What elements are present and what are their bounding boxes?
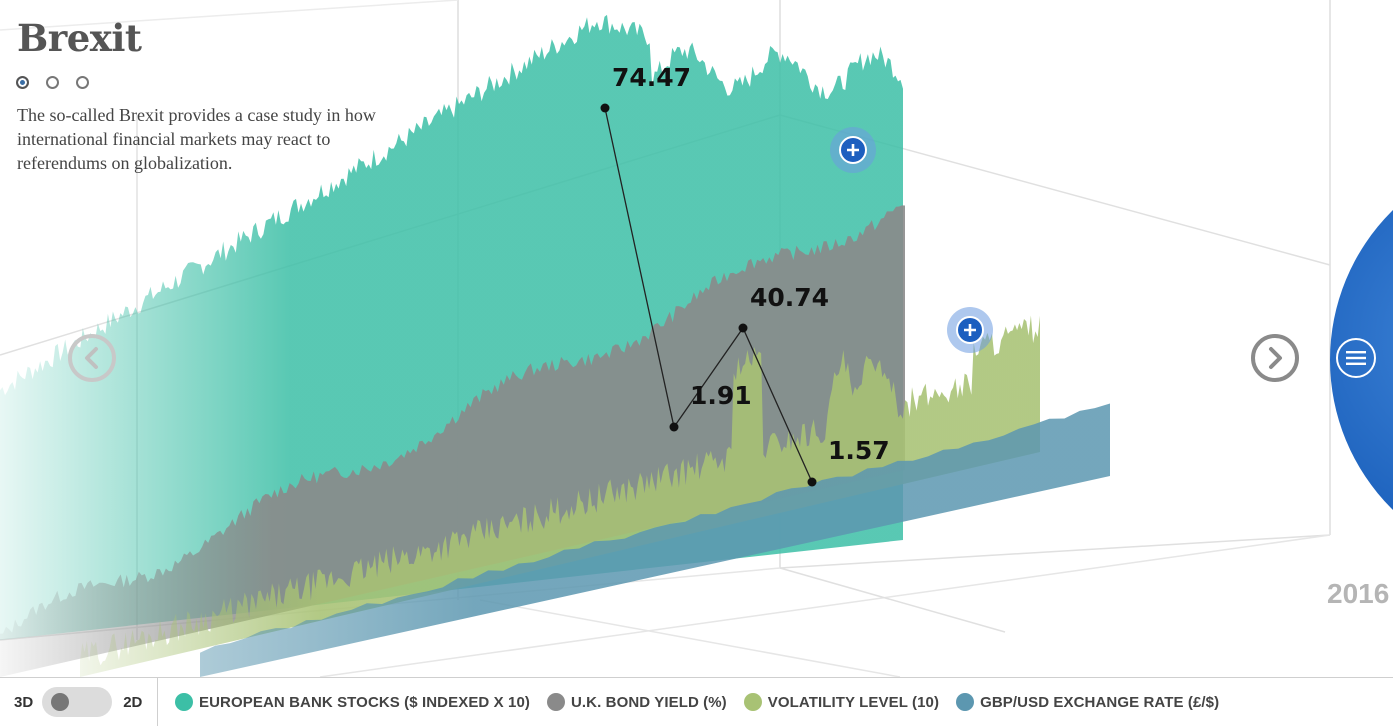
callout-layer: 74.47 1.91 40.74 1.57 [600,63,993,487]
legend-label: U.K. BOND YIELD (%) [570,693,727,711]
chart-3d-view: 74.47 1.91 40.74 1.57 [0,0,1331,677]
plus-icon [847,144,859,156]
menu-icon[interactable] [1336,338,1376,378]
legend-label: VOLATILITY LEVEL (10) [767,693,940,711]
year-label: 2016 [1327,578,1390,609]
series-volatility-area [80,315,1040,677]
toggle-label-2d: 2D [123,693,143,711]
legend-bar: 3D 2D EUROPEAN BANK STOCKS ($ INDEXED X … [0,677,1393,726]
toggle-knob [51,693,70,711]
prev-button[interactable] [68,334,116,382]
callout-point [600,103,610,113]
series-exchange-rate-area [200,403,1110,677]
plus-icon [964,324,976,336]
legend-label: EUROPEAN BANK STOCKS ($ INDEXED X 10) [199,693,530,711]
callout-point [738,323,748,333]
view-mode-toggle[interactable] [42,687,113,717]
legend-label: GBP/USD EXCHANGE RATE (£/$) [980,693,1220,711]
pagination-dot-3[interactable] [76,76,89,89]
view-toggle-group: 3D 2D [0,677,158,726]
expand-button[interactable] [947,307,993,353]
next-button[interactable] [1251,334,1299,382]
callout-point [807,477,817,487]
chevron-left-icon [85,347,98,369]
legend-swatch [743,693,762,711]
pagination-dot-1[interactable] [16,76,29,89]
pagination-dots [16,76,89,89]
legend-item-exchange-rate[interactable]: GBP/USD EXCHANGE RATE (£/$) [956,693,1219,711]
legend-swatch [175,693,193,711]
description-text: The so-called Brexit provides a case stu… [17,105,376,173]
callout-point [669,422,679,432]
legend-swatch [956,693,975,711]
callout-value-label: 40.74 [750,283,829,312]
expand-button[interactable] [830,127,876,173]
callout-value-label: 1.57 [828,436,890,465]
chart-stage: 74.47 1.91 40.74 1.57 Brexit The so-called … [0,0,1393,677]
callout-value-label: 74.47 [612,63,691,92]
page-title: Brexit [17,16,142,60]
callout-connector-line [604,107,813,483]
legend-item-bond-yield[interactable]: U.K. BOND YIELD (%) [546,693,727,711]
legend-item-volatility[interactable]: VOLATILITY LEVEL (10) [743,693,940,711]
series-bond-yield-area [0,205,905,677]
legend-item-bank-stocks[interactable]: EUROPEAN BANK STOCKS ($ INDEXED X 10) [175,693,530,711]
pagination-dot-2[interactable] [46,76,59,89]
callout-value-label: 1.91 [690,381,752,410]
toggle-label-3d: 3D [14,693,34,711]
chevron-right-icon [1269,347,1282,369]
legend-swatch [546,693,565,711]
series-layer [0,14,1110,677]
